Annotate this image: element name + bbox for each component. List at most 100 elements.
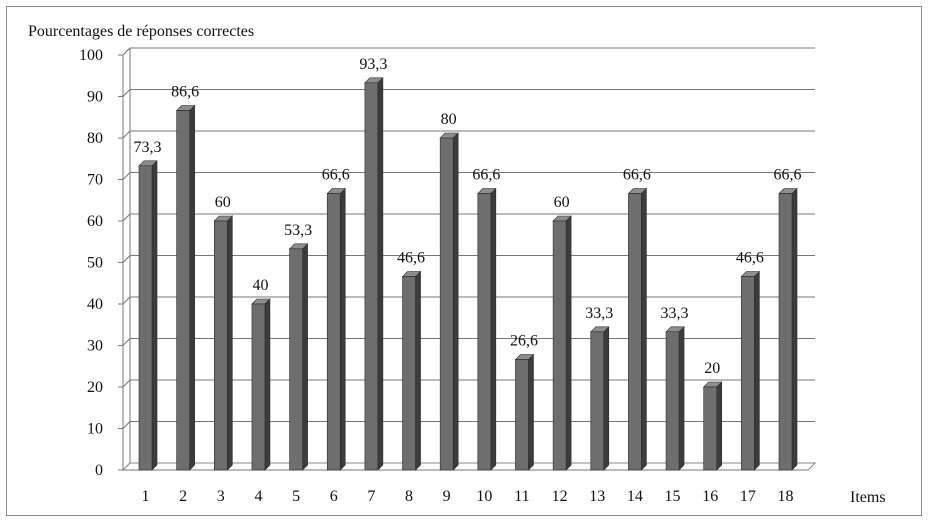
y-tick-label: 50 [87, 255, 103, 272]
gridline-connector [122, 89, 131, 97]
y-tick-label: 10 [87, 421, 103, 438]
bar-group [477, 187, 497, 471]
bar-side [302, 243, 308, 471]
y-tick-label: 40 [87, 296, 103, 313]
y-tick-label: 20 [87, 379, 103, 396]
x-tick-label: 1 [142, 488, 150, 505]
bar-side [151, 160, 158, 471]
bar-group [778, 187, 798, 471]
data-label: 66,6 [472, 167, 500, 184]
bar [439, 137, 454, 471]
bar [477, 193, 492, 471]
x-tick-label: 8 [405, 488, 413, 505]
y-tick-label: 60 [87, 213, 103, 230]
bar-side [716, 381, 723, 471]
x-tick-label: 7 [367, 488, 375, 505]
bar-group [213, 215, 234, 471]
bar-side [603, 326, 610, 471]
bars [138, 77, 798, 471]
data-label: 66,6 [322, 167, 350, 184]
y-axis-ticks: 0 10 20 30 40 50 60 70 80 90 100 [79, 47, 123, 479]
x-tick-label: 14 [627, 488, 643, 505]
bar-side [528, 353, 534, 471]
bar [778, 193, 793, 471]
x-tick-label: 15 [665, 488, 681, 505]
bar-side [678, 326, 685, 471]
bar-group [665, 326, 685, 471]
bar [138, 165, 153, 471]
bar-group [401, 270, 422, 471]
x-tick-label: 12 [552, 488, 568, 505]
y-tick-label: 90 [87, 89, 103, 106]
bar-side [565, 215, 572, 471]
bar-side [189, 104, 195, 471]
bar [289, 248, 303, 471]
bar [213, 220, 228, 471]
data-label: 26,6 [510, 333, 538, 350]
bar [515, 359, 529, 471]
bar-group [552, 215, 572, 471]
x-tick-label: 3 [217, 488, 225, 505]
x-tick-label: 4 [254, 488, 262, 505]
data-label: 93,3 [359, 56, 387, 73]
gridline-connector [122, 213, 131, 222]
gridline-connector [122, 379, 131, 388]
bar-side [490, 187, 497, 471]
x-tick-label: 16 [702, 488, 718, 505]
x-tick-label: 10 [476, 488, 492, 505]
bar-side [415, 270, 421, 471]
bar [326, 193, 341, 471]
data-label: 40 [252, 277, 268, 294]
gridline-connector [122, 255, 131, 263]
gridline-connector [122, 47, 131, 56]
y-tick-label: 30 [87, 338, 103, 355]
bar-group [590, 326, 610, 471]
gridline-connector [122, 130, 131, 139]
gridline-connector [122, 172, 131, 180]
x-tick-label: 13 [589, 488, 605, 505]
y-tick-label: 0 [95, 462, 103, 479]
bar-group [138, 160, 158, 471]
chart-title: Pourcentages de réponses correctes [28, 23, 254, 40]
x-axis-title: Items [850, 489, 886, 506]
data-label: 20 [704, 360, 720, 377]
bar-group [627, 187, 648, 471]
chart-frame [6, 6, 922, 516]
bar-side [754, 270, 760, 471]
data-label: 60 [554, 194, 570, 211]
data-label: 86,6 [171, 84, 199, 101]
x-tick-label: 9 [443, 488, 451, 505]
bar [628, 193, 642, 471]
data-label: 33,3 [585, 305, 613, 322]
y-tick-label: 80 [87, 130, 103, 147]
y-tick-label: 70 [87, 172, 103, 189]
data-label: 73,3 [134, 139, 162, 156]
data-label: 66,6 [623, 167, 651, 184]
x-tick-label: 11 [514, 488, 529, 505]
bar-group [514, 353, 535, 471]
x-tick-label: 2 [179, 488, 187, 505]
x-tick-label: 17 [740, 488, 756, 505]
bar-side [226, 215, 233, 471]
bar [590, 331, 605, 471]
bar-side [791, 187, 798, 471]
y-tick-label: 100 [79, 47, 103, 64]
bar [402, 276, 416, 471]
data-label: 33,3 [661, 305, 689, 322]
data-label: 66,6 [774, 167, 802, 184]
data-label: 60 [215, 194, 231, 211]
data-labels: 73,3 86,6 60 40 53,3 66,6 93,3 46,6 80 66,6 26,6 60… [134, 56, 802, 377]
data-label: 46,6 [736, 250, 764, 267]
bar-group [740, 270, 761, 471]
bar-side [339, 187, 346, 471]
bar-group [288, 243, 309, 471]
data-label: 80 [441, 111, 457, 128]
bar-group [439, 132, 459, 471]
bar-group [702, 381, 723, 471]
bar [703, 386, 718, 471]
gridline-connector [122, 421, 131, 429]
x-axis-ticks: 1 2 3 4 5 6 7 8 9 10 11 12 13 14 15 16 17 18 [142, 488, 794, 505]
x-tick-label: 18 [778, 488, 794, 505]
x-tick-label: 6 [330, 488, 338, 505]
